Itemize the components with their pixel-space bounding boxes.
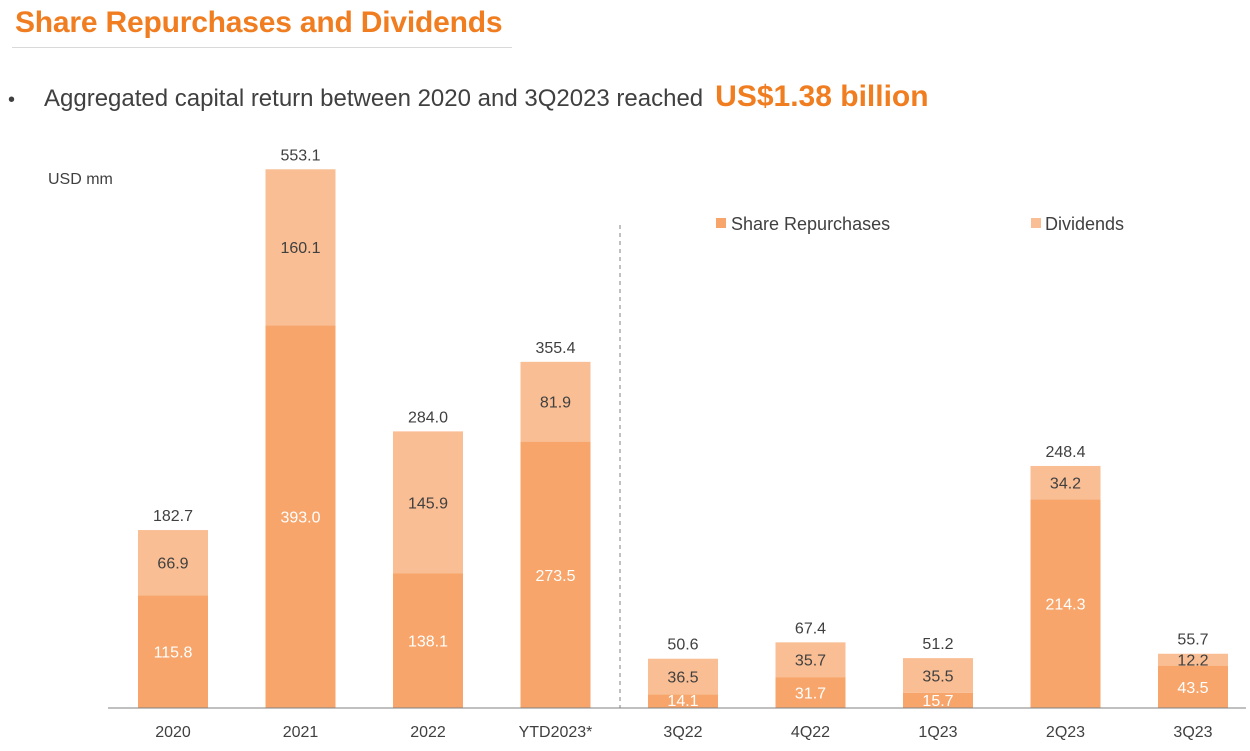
legend-swatch-share-repurchases [716, 218, 726, 228]
bar-dividends-2021 [265, 169, 336, 326]
data-label-dividends-3q22: 36.5 [667, 669, 698, 686]
data-label-share-repurchases-4q22: 31.7 [795, 686, 826, 703]
title-divider [12, 47, 512, 48]
bar-dividends-2022 [393, 431, 463, 574]
x-tick-label-3q23: 3Q23 [1173, 724, 1212, 741]
page-title: Share Repurchases and Dividends [15, 6, 503, 39]
data-label-dividends-2q23: 34.2 [1050, 476, 1081, 493]
data-label-dividends-2022: 145.9 [408, 495, 448, 512]
x-tick-label-2021: 2021 [283, 724, 319, 741]
bullet-dot-icon: • [8, 89, 16, 111]
bullet-text: Aggregated capital return between 2020 a… [44, 85, 704, 112]
legend-label-dividends: Dividends [1045, 214, 1124, 234]
bar-share-repurchases-1q23 [903, 692, 973, 708]
bar-dividends-1q23 [903, 658, 973, 693]
x-tick-label-1q23: 1Q23 [918, 724, 957, 741]
bar-dividends-4q22 [775, 642, 846, 678]
bar-share-repurchases-ytd2023 [520, 441, 591, 708]
data-label-total-2020: 182.7 [153, 508, 193, 525]
bar-share-repurchases-3q23 [1158, 665, 1228, 708]
data-label-total-4q22: 67.4 [795, 620, 826, 637]
data-label-total-2021: 553.1 [280, 147, 320, 164]
data-label-dividends-4q22: 35.7 [795, 653, 826, 670]
data-label-dividends-2020: 66.9 [157, 556, 188, 573]
data-label-total-2q23: 248.4 [1045, 444, 1085, 461]
data-label-share-repurchases-2021: 393.0 [280, 510, 320, 527]
x-tick-label-4q22: 4Q22 [791, 724, 830, 741]
data-label-share-repurchases-ytd2023: 273.5 [535, 568, 575, 585]
bar-dividends-2q23 [1030, 465, 1101, 500]
data-label-share-repurchases-2q23: 214.3 [1045, 597, 1085, 614]
data-label-dividends-1q23: 35.5 [922, 668, 953, 685]
data-label-share-repurchases-3q23: 43.5 [1177, 680, 1208, 697]
data-label-total-2022: 284.0 [408, 409, 448, 426]
bar-share-repurchases-2022 [393, 573, 463, 708]
data-label-dividends-ytd2023: 81.9 [540, 395, 571, 412]
data-label-share-repurchases-2020: 115.8 [154, 645, 193, 662]
legend-label-share-repurchases: Share Repurchases [731, 214, 890, 234]
bar-share-repurchases-3q22 [648, 694, 718, 708]
bar-share-repurchases-2021 [265, 325, 336, 708]
data-label-dividends-2021: 160.1 [280, 240, 320, 257]
unit-label: USD mm [48, 171, 113, 188]
data-label-share-repurchases-3q22: 14.1 [667, 693, 698, 710]
data-label-total-3q23: 55.7 [1177, 632, 1208, 649]
data-label-share-repurchases-2022: 138.1 [408, 634, 448, 651]
x-tick-label-3q22: 3Q22 [663, 724, 702, 741]
summary-bullet: • Aggregated capital return between 2020… [8, 80, 929, 114]
bar-share-repurchases-2q23 [1030, 499, 1101, 708]
x-tick-label-2022: 2022 [410, 724, 446, 741]
legend-swatch-dividends [1031, 218, 1041, 228]
bar-dividends-ytd2023 [520, 361, 591, 442]
data-label-total-3q22: 50.6 [667, 637, 698, 654]
x-tick-label-2q23: 2Q23 [1046, 724, 1085, 741]
bullet-highlight-value: US$1.38 billion [715, 80, 929, 113]
bar-share-repurchases-2020 [138, 595, 208, 708]
bar-dividends-2020 [138, 530, 208, 596]
x-tick-label-2020: 2020 [155, 724, 191, 741]
bar-share-repurchases-4q22 [775, 677, 846, 708]
data-label-total-1q23: 51.2 [922, 636, 953, 653]
bar-dividends-3q23 [1158, 653, 1228, 666]
bar-dividends-3q22 [648, 658, 718, 695]
data-label-share-repurchases-1q23: 15.7 [922, 693, 953, 710]
x-tick-label-ytd2023: YTD2023* [519, 724, 593, 741]
data-label-dividends-3q23: 12.2 [1177, 653, 1208, 670]
data-label-total-ytd2023: 355.4 [535, 340, 575, 357]
